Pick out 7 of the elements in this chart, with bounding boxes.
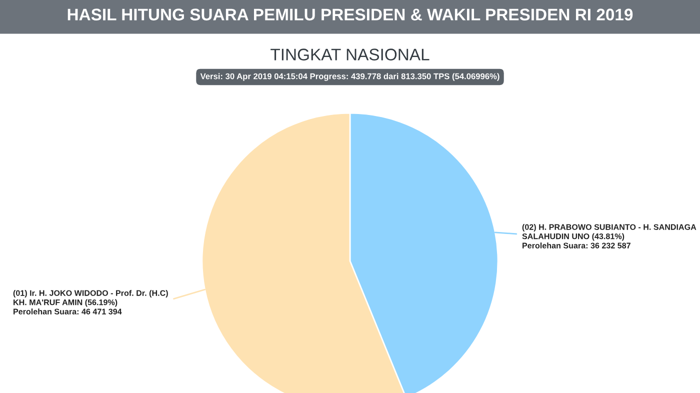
data-label: Perolehan Suara: 46 471 394 xyxy=(14,308,122,314)
data-label: Perolehan Suara: 36 232 587 xyxy=(522,242,630,248)
chart-title: HASIL HITUNG SUARA PEMILU PRESIDEN & WAKIL PRESIDEN RI 2019 xyxy=(68,8,633,20)
slice-label: (01) Ir. H. JOKO WIDODO - Prof. Dr. (H.C) KH. MA'RUF AMIN (56.19%) xyxy=(13,290,168,307)
slice-label: (02) H. PRABOWO SUBIANTO - H. SANDIAGA SALAHUDIN UNO (43.81%) xyxy=(522,224,696,241)
text: Versi: 30 Apr 2019 04:15:04 Progress: 439.778 dari 813.350 TPS (54.06996%) xyxy=(200,73,500,81)
chart-subtitle: TINGKAT NASIONAL xyxy=(270,48,430,60)
